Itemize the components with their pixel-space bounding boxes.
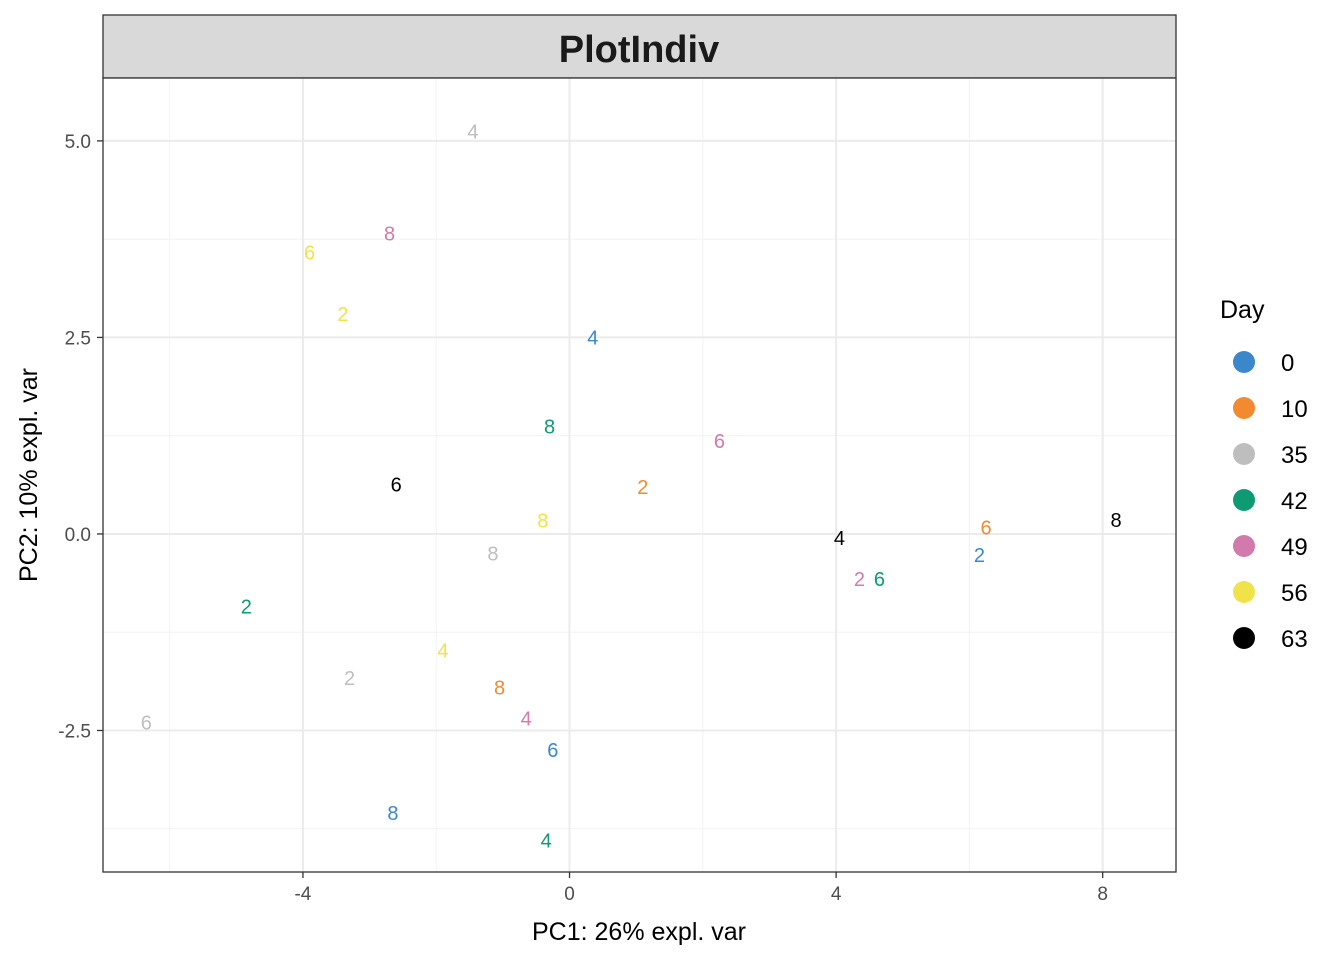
data-point-day-10: 2 (637, 477, 648, 499)
chart-title: PlotIndiv (559, 29, 719, 71)
legend-key-10 (1233, 397, 1255, 419)
x-tick-label: -4 (294, 884, 311, 905)
plot-panel (103, 78, 1176, 872)
legend-label-63: 63 (1281, 626, 1308, 653)
data-point-day-42: 6 (874, 569, 885, 591)
data-point-day-10: 8 (494, 677, 505, 699)
data-point-day-35: 6 (141, 713, 152, 735)
y-axis-title: PC2: 10% expl. var (15, 368, 43, 582)
legend-label-49: 49 (1281, 534, 1308, 561)
legend-key-63 (1233, 627, 1255, 649)
grid-major (103, 78, 1176, 872)
data-point-day-35: 2 (344, 668, 355, 690)
x-axis: -4 0 4 8 (294, 872, 1108, 905)
data-point-day-56: 2 (337, 304, 348, 326)
data-point-day-56: 6 (304, 243, 315, 265)
legend-label-35: 35 (1281, 442, 1308, 469)
data-point-day-42: 4 (541, 831, 552, 853)
x-tick-label: 0 (564, 884, 575, 905)
y-tick-label: -2.5 (58, 721, 91, 742)
data-point-day-56: 4 (437, 640, 448, 662)
data-point-day-42: 2 (241, 596, 252, 618)
data-point-day-35: 8 (487, 544, 498, 566)
data-point-day-63: 8 (1110, 510, 1121, 532)
data-point-day-63: 6 (391, 474, 402, 496)
data-point-day-0: 6 (547, 740, 558, 762)
x-tick-label: 8 (1097, 884, 1108, 905)
legend-label-42: 42 (1281, 488, 1308, 515)
data-point-day-35: 4 (467, 121, 478, 143)
data-point-day-0: 4 (587, 327, 598, 349)
data-point-day-49: 6 (714, 431, 725, 453)
legend-title: Day (1220, 296, 1265, 324)
legend-label-0: 0 (1281, 350, 1294, 377)
y-tick-label: 2.5 (65, 328, 91, 349)
legend-key-42 (1233, 489, 1255, 511)
x-axis-title: PC1: 26% expl. var (532, 918, 746, 946)
y-axis: -2.5 0.0 2.5 5.0 (58, 132, 103, 742)
legend-label-10: 10 (1281, 396, 1308, 423)
legend: Day 0 10 35 42 49 56 63 (1220, 296, 1308, 653)
legend-key-49 (1233, 535, 1255, 557)
legend-key-56 (1233, 581, 1255, 603)
plot-panel-border (102, 77, 1177, 873)
x-tick-label: 4 (831, 884, 842, 905)
data-point-day-49: 2 (854, 569, 865, 591)
y-tick-label: 5.0 (65, 132, 91, 153)
data-point-day-42: 8 (544, 416, 555, 438)
data-point-day-49: 8 (384, 224, 395, 246)
facet-strip (102, 14, 1177, 79)
data-point-day-56: 8 (537, 511, 548, 533)
grid-minor (103, 78, 1176, 872)
legend-label-56: 56 (1281, 580, 1308, 607)
y-tick-label: 0.0 (65, 525, 91, 546)
data-point-day-63: 4 (834, 528, 845, 550)
legend-key-35 (1233, 443, 1255, 465)
data-point-day-10: 6 (980, 518, 991, 540)
data-point-day-0: 8 (387, 803, 398, 825)
data-point-day-49: 4 (521, 709, 532, 731)
data-point-day-0: 2 (974, 545, 985, 567)
legend-key-0 (1233, 351, 1255, 373)
